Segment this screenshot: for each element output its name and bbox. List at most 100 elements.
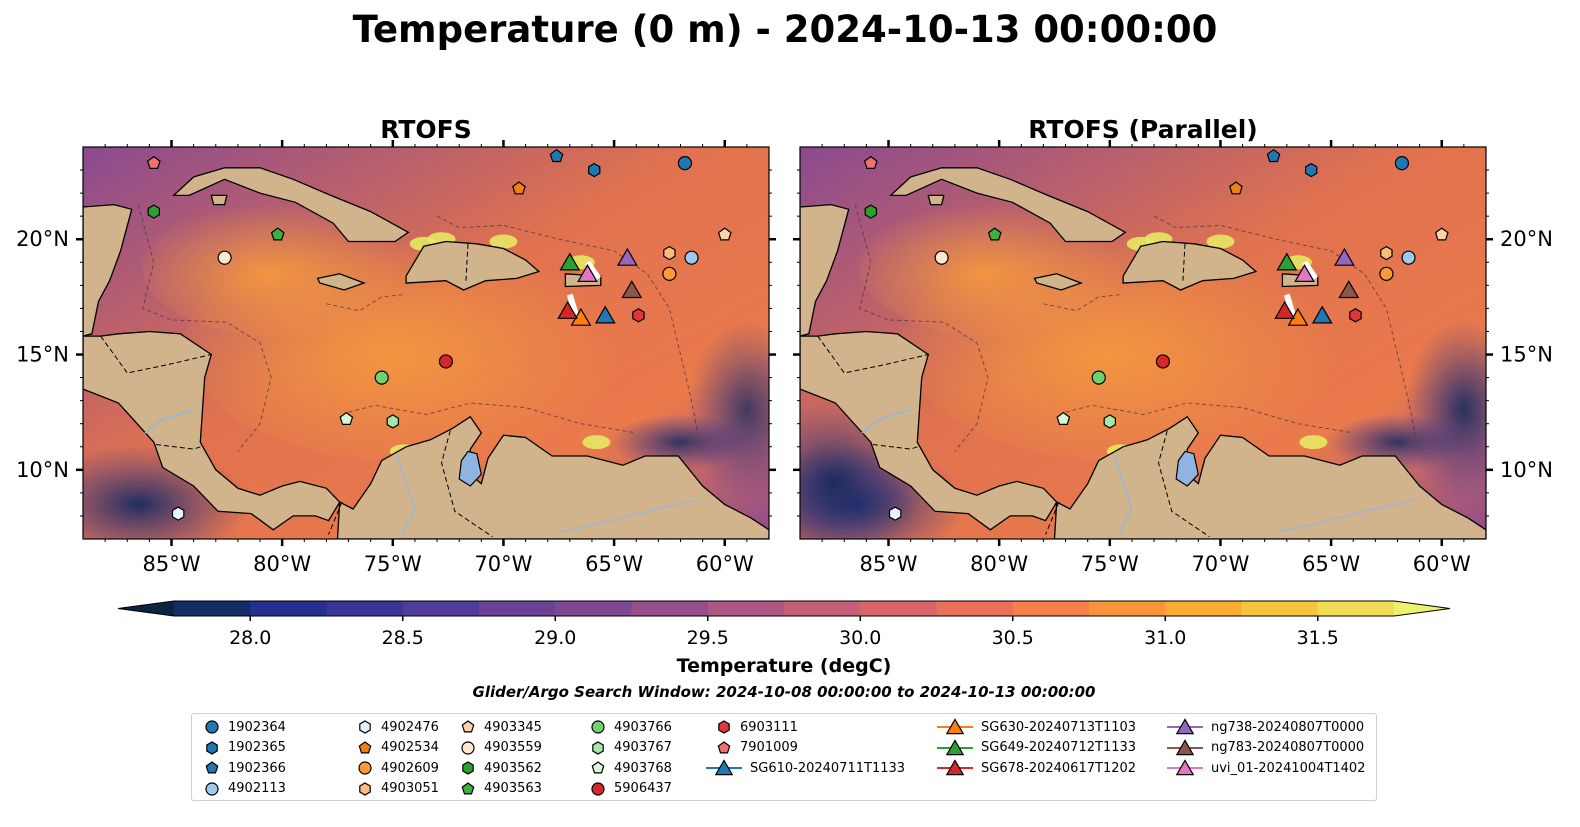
colorbar-segment [479,601,556,616]
platform-marker [1155,354,1171,369]
colorbar-segment [402,601,480,616]
legend-label: 1902365 [228,740,286,755]
legend-symbol [718,720,730,734]
landmass-cuba_isla [927,194,945,206]
colorbar-segment [555,601,633,616]
legend-item: 4903051 [357,780,439,798]
platform-marker [512,181,526,195]
platform-marker [663,245,676,261]
map-body [800,147,1486,539]
legend-item: 4903559 [460,739,542,757]
legend-item: 1902365 [204,739,286,757]
platform-marker [339,411,354,425]
colorbar-segment [1012,601,1090,616]
x-tick-label: 75°W [1081,552,1139,576]
x-tick-label: 60°W [1413,552,1471,576]
legend-marker [359,720,371,734]
x-tick-label: 60°W [696,552,754,576]
x-tick-label: 80°W [970,552,1028,576]
landmass-hispaniola [1122,240,1258,291]
platform-marker [864,204,878,219]
platform-marker [888,506,902,521]
panel-title-left: RTOFS [380,115,472,144]
colorbar-segment [784,601,861,616]
legend-label: 4902113 [228,781,286,796]
legend-label: 1902366 [228,760,286,776]
landmass-yucatan [800,203,850,337]
legend-label: SG610-20240711T1133 [750,760,906,776]
figure-title: Temperature (0 m) - 2024-10-13 00:00:00 [353,8,1218,51]
legend-marker [461,720,475,733]
x-tick-label: 70°W [474,552,532,576]
legend-label: ng738-20240807T0000 [1211,719,1365,735]
colorbar-extend-low [118,601,174,616]
x-tick-label: 85°W [860,552,918,576]
platform-marker [1091,370,1106,385]
landmass-cuba [172,167,410,243]
legend-symbol [1175,738,1195,755]
legend-label: 4902534 [381,740,439,755]
y-tick-label: 15°N [1500,343,1553,367]
legend-label: 4902476 [381,719,439,735]
platform-marker [557,300,579,319]
legend-item: 7901009 [716,739,798,757]
landmass-cuba_isla [210,194,228,206]
platform-marker [1349,308,1362,323]
platform-marker [386,414,399,429]
colorbar-tick-label: 29.5 [687,627,729,649]
legend-symbol [592,740,604,755]
legend-marker [461,781,475,794]
legend-label: SG678-20240617T1202 [981,760,1137,776]
legend-item: 4903768 [590,759,672,777]
colorbar: 28.0 28.5 29.0 29.5 30.0 30.5 31.0 31.5 [117,600,1451,649]
legend-symbol [461,740,475,755]
colorbar-tick-label: 31.5 [1297,627,1339,649]
legend-label: 4903768 [614,760,672,776]
platform-marker [1056,411,1071,425]
platform-marker [1229,181,1243,195]
platform-marker [934,250,949,265]
legend-symbol [359,720,371,734]
legend-item: 4903562 [460,759,542,777]
x-tick-label: 70°W [1191,552,1249,576]
landmass-hispaniola [405,240,541,291]
legend-symbol [205,781,219,796]
legend-symbol [205,761,219,774]
legend-marker [1167,759,1203,776]
colorbar-segment [1241,601,1319,616]
platform-marker [146,155,161,169]
legend-symbol [591,720,605,734]
legend-marker [591,781,605,796]
map-body [83,147,769,539]
platform-marker [270,227,285,241]
colorbar-tick-label: 31.0 [1144,627,1186,649]
legend-item: ng783-20240807T0000 [1167,738,1364,757]
legend-marker [937,738,973,755]
legend-marker [358,740,372,753]
legend-item: 4902534 [357,739,439,757]
legend-item: 4902113 [204,780,286,798]
x-tick-label: 65°W [585,552,643,576]
y-tick-label: 10°N [1500,458,1553,482]
legend-symbol [591,781,605,796]
platform-marker [1401,250,1416,265]
legend-marker [462,761,474,775]
legend-item: SG678-20240617T1202 [937,759,1136,777]
platform-marker [549,148,564,163]
legend-symbol [206,740,218,755]
legend-marker [937,759,973,776]
landmass-central [800,330,1058,531]
platform-marker [559,252,581,271]
landmass-yucatan [83,203,133,337]
x-tick-label: 80°W [253,552,311,576]
platform-marker [1380,245,1393,261]
platform-marker [863,155,878,169]
platform-marker [1311,305,1333,324]
panel-title-right: RTOFS (Parallel) [1028,115,1257,144]
colorbar-segment [631,601,709,616]
lake-maracaibo [1175,450,1199,487]
platform-marker [1305,162,1318,178]
legend-item: 4903766 [590,718,672,736]
map-panel-right: RTOFS (Parallel) 85°W 80°W 75°W 70°W 65°W 60°… [793,115,1553,576]
